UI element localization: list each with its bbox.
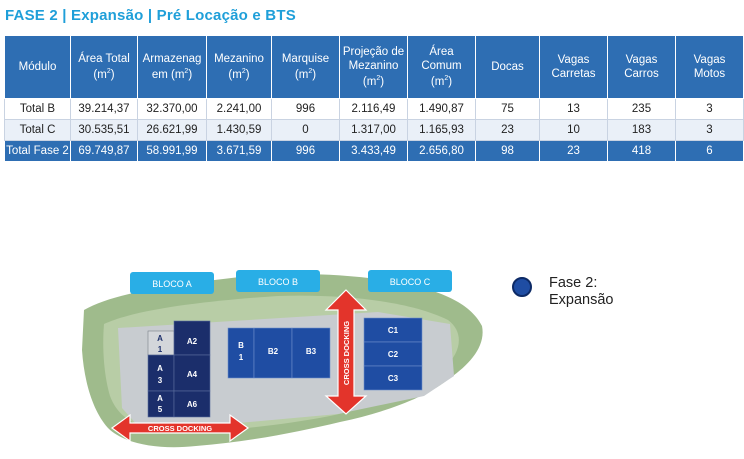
legend-phase2-dot-icon <box>512 277 532 297</box>
table-cell: Total B <box>4 98 71 120</box>
table-cell: 69.749,87 <box>70 140 138 162</box>
header-modulo: Módulo <box>4 35 71 99</box>
header-area-total: Área Total (m2) <box>70 35 138 99</box>
label-c1: C1 <box>388 326 399 335</box>
table-cell: 6 <box>675 140 744 162</box>
label-c2: C2 <box>388 350 399 359</box>
table-cell: 39.214,37 <box>70 98 138 120</box>
table-cell: 23 <box>475 119 540 141</box>
header-area-comum: Área Comum (m2) <box>407 35 476 99</box>
table-cell: 13 <box>539 98 608 120</box>
table-cell: 418 <box>607 140 676 162</box>
label-bloco-b: BLOCO B <box>258 277 298 287</box>
table-cell: 23 <box>539 140 608 162</box>
table-cell: 235 <box>607 98 676 120</box>
table-cell: 58.991,99 <box>137 140 207 162</box>
label-b2: B2 <box>268 347 279 356</box>
table-cell: 2.656,80 <box>407 140 476 162</box>
callout-bloco-a <box>130 272 214 294</box>
callout-bloco-c <box>368 270 452 292</box>
label-cross-docking-horizontal: CROSS DOCKING <box>148 424 212 433</box>
label-a1-num: 1 <box>158 345 163 354</box>
legend-line-1: Fase 2: <box>549 275 598 291</box>
table-cell: 3 <box>675 98 744 120</box>
building-c3 <box>363 365 423 391</box>
label-bloco-c: BLOCO C <box>390 277 431 287</box>
legend-line-2: Expansão <box>549 292 614 308</box>
page-title: FASE 2 | Expansão | Pré Locação e BTS <box>5 7 296 24</box>
building-a1 <box>147 330 175 356</box>
building-a4 <box>173 354 211 392</box>
callout-bloco-b <box>236 270 320 292</box>
building-c1 <box>363 317 423 343</box>
table-cell: 98 <box>475 140 540 162</box>
specs-table: Módulo Área Total (m2) Armazenag em (m2) M… <box>4 35 744 162</box>
table-cell: 3.671,59 <box>206 140 272 162</box>
table-cell: 0 <box>271 119 340 141</box>
table-row: Total C 30.535,51 26.621,99 1.430,59 0 1… <box>4 119 744 141</box>
building-b2 <box>253 327 293 379</box>
label-b1-num: 1 <box>239 353 244 362</box>
table-cell: 996 <box>271 140 340 162</box>
label-c3: C3 <box>388 374 399 383</box>
table-cell: Total Fase 2 <box>4 140 71 162</box>
building-b1 <box>227 327 255 379</box>
label-a6: A6 <box>187 400 198 409</box>
table-cell: 183 <box>607 119 676 141</box>
label-bloco-a: BLOCO A <box>152 279 192 289</box>
table-cell: 75 <box>475 98 540 120</box>
header-vagas-carros: Vagas Carros <box>607 35 676 99</box>
header-vagas-motos: Vagas Motos <box>675 35 744 99</box>
label-a5-num: 5 <box>158 405 163 414</box>
label-a5: A <box>157 394 163 403</box>
table-cell: 26.621,99 <box>137 119 207 141</box>
label-a4: A4 <box>187 370 198 379</box>
table-cell: 3.433,49 <box>339 140 408 162</box>
building-a3 <box>147 354 175 392</box>
header-vagas-carretas: Vagas Carretas <box>539 35 608 99</box>
table-cell: 1.490,87 <box>407 98 476 120</box>
table-cell: 30.535,51 <box>70 119 138 141</box>
site-plan-map: A 1 A2 A 3 A4 A 5 A6 B 1 B2 B3 C1 C2 C3 … <box>82 270 483 448</box>
label-a3-num: 3 <box>158 376 163 385</box>
table-cell: 1.165,93 <box>407 119 476 141</box>
cross-docking-arrow-vertical <box>324 289 368 415</box>
label-a1: A <box>157 334 163 343</box>
header-mezanino: Mezanino (m2) <box>206 35 272 99</box>
table-cell: 32.370,00 <box>137 98 207 120</box>
table-cell: 10 <box>539 119 608 141</box>
table-cell: 996 <box>271 98 340 120</box>
table-header-row: Módulo Área Total (m2) Armazenag em (m2) M… <box>4 35 744 99</box>
header-marquise: Marquise (m2) <box>271 35 340 99</box>
table-cell: 2.116,49 <box>339 98 408 120</box>
building-c2 <box>363 341 423 367</box>
label-a2: A2 <box>187 337 198 346</box>
table-cell: 1.430,59 <box>206 119 272 141</box>
label-b3: B3 <box>306 347 317 356</box>
legend-label: Fase 2: Expansão <box>549 275 669 309</box>
table-row: Total B 39.214,37 32.370,00 2.241,00 996… <box>4 98 744 120</box>
header-projecao-mezanino: Projeção de Mezanino (m2) <box>339 35 408 99</box>
table-row-total: Total Fase 2 69.749,87 58.991,99 3.671,5… <box>4 140 744 162</box>
table-cell: 1.317,00 <box>339 119 408 141</box>
header-docas: Docas <box>475 35 540 99</box>
table-cell: Total C <box>4 119 71 141</box>
label-cross-docking-vertical: CROSS DOCKING <box>342 321 351 385</box>
label-b1: B <box>238 341 244 350</box>
building-b3 <box>291 327 331 379</box>
building-a6 <box>173 390 211 418</box>
label-a3: A <box>157 364 163 373</box>
table-cell: 3 <box>675 119 744 141</box>
header-armazenagem: Armazenag em (m2) <box>137 35 207 99</box>
table-cell: 2.241,00 <box>206 98 272 120</box>
cross-docking-arrow-horizontal <box>110 413 250 443</box>
